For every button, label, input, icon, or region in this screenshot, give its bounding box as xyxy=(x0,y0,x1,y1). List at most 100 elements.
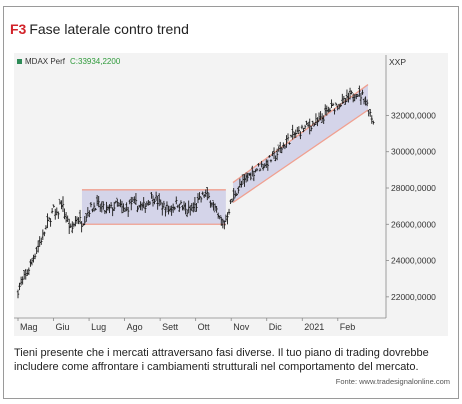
price-bar xyxy=(291,124,294,140)
y-tick-label: 28000,0000 xyxy=(391,183,436,193)
price-bar xyxy=(271,151,274,157)
x-tick-label: Sett xyxy=(162,322,179,332)
price-bar xyxy=(182,201,186,211)
price-bar xyxy=(128,199,131,205)
price-bar xyxy=(325,105,328,116)
price-bar xyxy=(181,205,184,211)
price-bar xyxy=(322,115,325,124)
price-bar xyxy=(204,189,207,197)
price-bar xyxy=(230,198,234,203)
price-bar xyxy=(341,93,344,105)
price-bar xyxy=(226,212,229,225)
price-bar xyxy=(338,103,341,110)
legend-layer: MDAX Perf C:33934,2200 xyxy=(17,57,121,66)
price-bar xyxy=(275,148,279,161)
price-bar xyxy=(367,109,370,117)
price-bar xyxy=(61,196,65,213)
price-bar xyxy=(99,204,102,212)
price-bar xyxy=(372,120,375,125)
price-bar xyxy=(29,259,32,267)
price-bar xyxy=(150,192,153,199)
price-bar xyxy=(296,126,299,134)
chart-area: XXP 32000,0000 30000,0000 28000,0000 26000,0… xyxy=(14,53,448,336)
price-bar xyxy=(196,193,200,204)
price-bar xyxy=(232,188,235,201)
price-bar xyxy=(263,163,266,168)
y-axis-title: XXP xyxy=(389,57,406,67)
price-bar xyxy=(142,197,145,209)
price-bar xyxy=(38,236,41,247)
price-bar xyxy=(365,99,369,107)
price-bar xyxy=(170,205,173,216)
price-bar xyxy=(40,237,43,245)
price-bar xyxy=(92,202,96,212)
price-bar xyxy=(240,180,243,188)
price-bar xyxy=(72,222,76,228)
price-bar xyxy=(123,207,127,212)
price-bar xyxy=(229,199,232,205)
price-bar xyxy=(113,201,116,212)
price-bar xyxy=(330,99,333,109)
price-bar xyxy=(71,221,74,234)
price-bar xyxy=(356,94,360,97)
price-bar xyxy=(266,159,270,171)
price-bar xyxy=(167,205,170,215)
price-bar xyxy=(83,216,86,226)
price-bar xyxy=(108,204,111,214)
price-bar xyxy=(94,207,97,211)
price-bar xyxy=(369,108,372,117)
price-bar xyxy=(280,146,283,154)
price-bar xyxy=(248,172,251,176)
price-bar xyxy=(319,111,322,121)
price-bar xyxy=(249,172,252,181)
price-bar xyxy=(78,209,82,225)
price-bar xyxy=(274,155,277,162)
price-bar xyxy=(198,192,201,200)
price-bar xyxy=(33,253,37,260)
price-bar xyxy=(64,212,68,223)
price-bar xyxy=(60,200,63,210)
price-bar xyxy=(137,204,141,209)
price-bar xyxy=(57,211,60,219)
price-bar xyxy=(286,133,290,141)
trend-channel-band xyxy=(232,84,369,203)
x-tick-label: Mag xyxy=(20,322,38,332)
y-tick-label: 30000,0000 xyxy=(391,147,436,157)
price-bar xyxy=(190,203,193,212)
price-bar xyxy=(68,218,71,235)
price-bar xyxy=(66,215,69,222)
price-bar xyxy=(35,246,38,255)
price-bar xyxy=(254,169,257,173)
price-bar xyxy=(69,223,72,228)
price-bar xyxy=(234,190,237,199)
lateral-channel-band xyxy=(81,189,226,225)
price-bar xyxy=(131,197,135,202)
price-bar xyxy=(324,104,327,116)
price-bars-layer xyxy=(16,85,375,299)
price-bar xyxy=(203,193,206,199)
price-bar xyxy=(91,208,94,213)
price-bar xyxy=(162,200,166,208)
price-bar xyxy=(221,218,225,229)
price-bar xyxy=(320,113,324,123)
price-bar xyxy=(339,103,342,107)
price-bar xyxy=(272,147,276,160)
price-bar xyxy=(257,163,260,167)
price-bar xyxy=(359,93,363,105)
price-bar xyxy=(282,142,285,149)
price-bar xyxy=(111,207,114,217)
price-bar xyxy=(27,267,31,276)
figure-caption: Tieni presente che i mercati attraversan… xyxy=(14,347,429,373)
price-bar xyxy=(185,209,189,218)
price-bar xyxy=(303,124,307,130)
price-bar xyxy=(201,191,204,196)
price-bar xyxy=(125,202,128,212)
trend-channel-lower-line xyxy=(232,109,369,204)
price-bar xyxy=(19,276,23,286)
legend-series-value: C:33934,2200 xyxy=(70,57,121,66)
price-bar xyxy=(277,144,280,152)
y-tick-label: 32000,0000 xyxy=(391,110,436,120)
price-bar xyxy=(348,87,352,100)
legend-marker xyxy=(17,59,22,64)
price-bar xyxy=(168,205,172,213)
